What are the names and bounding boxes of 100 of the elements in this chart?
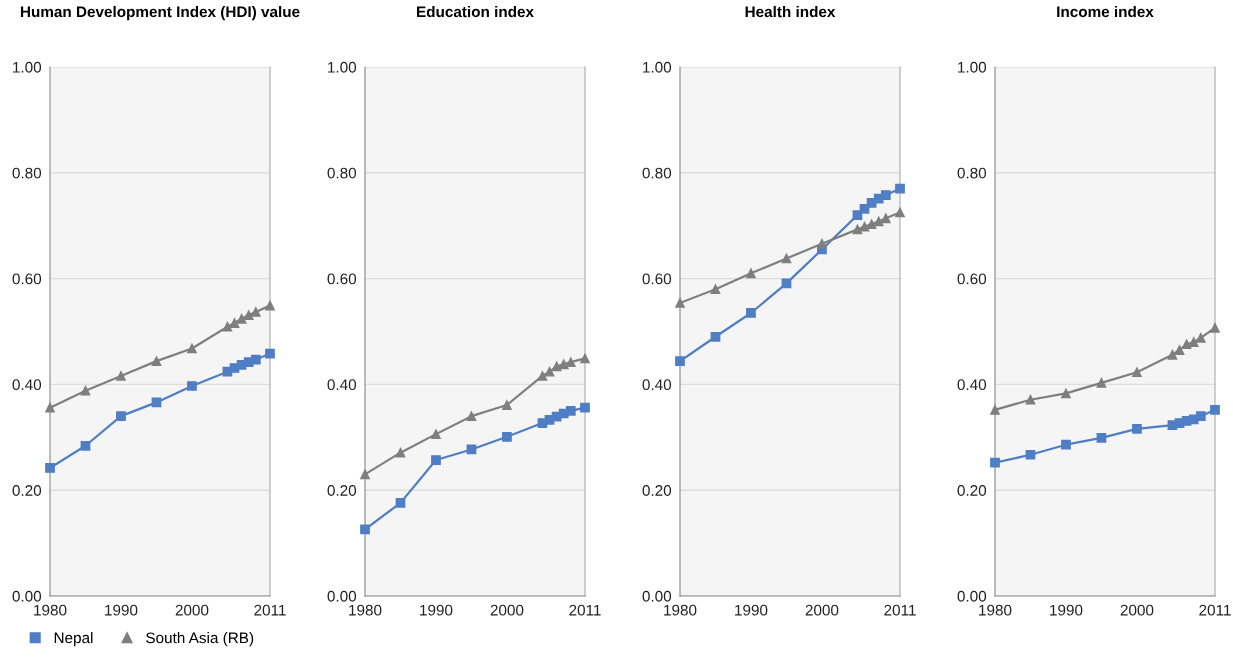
y-tick-label: 0.60 xyxy=(327,273,357,285)
point xyxy=(222,321,233,332)
y-tick-label: 0.60 xyxy=(642,273,672,285)
point xyxy=(880,213,891,224)
point xyxy=(746,268,756,279)
point xyxy=(395,498,406,508)
x-tick-label: 1980 xyxy=(979,604,1012,616)
point xyxy=(1195,411,1206,422)
point xyxy=(1195,332,1206,343)
y-tick-label: 0.80 xyxy=(12,167,42,179)
point xyxy=(466,411,477,422)
chart-title: Human Development Index (HDI) value xyxy=(20,5,300,21)
y-tick-label: 0.40 xyxy=(642,379,672,391)
point xyxy=(431,429,441,439)
point xyxy=(250,307,261,317)
point xyxy=(1210,404,1220,415)
point xyxy=(580,402,590,413)
point xyxy=(1181,339,1192,350)
x-tick-label: 2011 xyxy=(254,604,286,616)
point xyxy=(265,300,275,311)
point xyxy=(1210,322,1220,333)
point xyxy=(544,366,555,377)
point xyxy=(1174,345,1185,355)
x-tick-label: 2011 xyxy=(569,604,601,616)
point xyxy=(873,216,884,227)
y-tick-label: 1.00 xyxy=(13,61,42,73)
x-tick-label: 2011 xyxy=(884,604,916,616)
point xyxy=(80,385,91,396)
point xyxy=(580,353,590,364)
point xyxy=(895,183,905,194)
point xyxy=(1167,349,1178,360)
y-tick-label: 0.20 xyxy=(957,485,987,496)
x-tick-label: 1980 xyxy=(664,604,697,616)
point xyxy=(990,404,1000,415)
point xyxy=(1132,367,1142,378)
point xyxy=(187,381,197,391)
point xyxy=(866,219,877,229)
point xyxy=(537,371,548,381)
x-tick-label: 1990 xyxy=(105,604,138,616)
chart-title: Education index xyxy=(417,5,534,18)
point xyxy=(852,224,863,235)
x-tick-label: 2000 xyxy=(1120,604,1154,616)
point xyxy=(502,400,512,410)
point xyxy=(250,354,261,365)
y-tick-label: 0.00 xyxy=(12,590,42,602)
point xyxy=(1188,337,1199,347)
y-tick-label: 0.60 xyxy=(957,273,987,285)
point xyxy=(1061,439,1071,450)
point xyxy=(116,411,126,422)
x-tick-label: 1990 xyxy=(1050,604,1083,616)
point xyxy=(45,402,55,413)
y-tick-label: 1.00 xyxy=(643,61,672,73)
point xyxy=(1061,388,1071,399)
point xyxy=(1132,423,1142,434)
y-tick-label: 0.40 xyxy=(12,379,42,391)
y-tick-label: 0.20 xyxy=(642,485,672,496)
point xyxy=(710,331,721,342)
y-tick-label: 0.40 xyxy=(957,379,987,391)
point xyxy=(990,457,1000,468)
point xyxy=(880,190,891,200)
point xyxy=(502,431,512,442)
x-tick-label: 2000 xyxy=(490,604,524,616)
x-tick-label: 2011 xyxy=(1199,604,1231,616)
x-tick-label: 1980 xyxy=(349,604,382,616)
y-tick-label: 1.00 xyxy=(958,61,987,73)
point xyxy=(859,221,870,232)
chart-title: Income index xyxy=(1057,5,1154,18)
y-tick-label: 0.40 xyxy=(327,379,357,391)
point xyxy=(710,284,721,295)
x-tick-label: 1990 xyxy=(735,604,768,616)
point xyxy=(80,440,91,451)
y-tick-label: 0.00 xyxy=(642,590,672,602)
point xyxy=(265,348,275,359)
y-tick-label: 0.20 xyxy=(327,485,357,496)
point xyxy=(551,361,562,372)
x-tick-label: 2000 xyxy=(805,604,839,616)
point xyxy=(1096,377,1107,388)
point xyxy=(229,318,240,328)
point xyxy=(1025,394,1036,405)
y-tick-label: 0.60 xyxy=(12,273,42,285)
y-tick-label: 0.00 xyxy=(327,590,357,602)
point xyxy=(1025,449,1036,460)
point xyxy=(781,278,792,289)
y-tick-label: 0.00 xyxy=(957,590,987,602)
point xyxy=(187,343,197,354)
point xyxy=(1096,432,1107,443)
point xyxy=(431,455,441,465)
point xyxy=(236,313,247,324)
x-tick-label: 2000 xyxy=(175,604,209,616)
x-tick-label: 1990 xyxy=(420,604,453,616)
legend-label: South Asia (RB) xyxy=(146,632,254,647)
point xyxy=(45,463,55,473)
point xyxy=(243,310,254,320)
y-tick-label: 0.20 xyxy=(12,485,42,496)
point xyxy=(781,253,792,264)
point xyxy=(746,308,756,318)
point xyxy=(565,405,576,416)
x-tick-label: 1980 xyxy=(34,604,67,616)
point xyxy=(151,356,162,366)
chart-title: Health index xyxy=(745,5,836,18)
